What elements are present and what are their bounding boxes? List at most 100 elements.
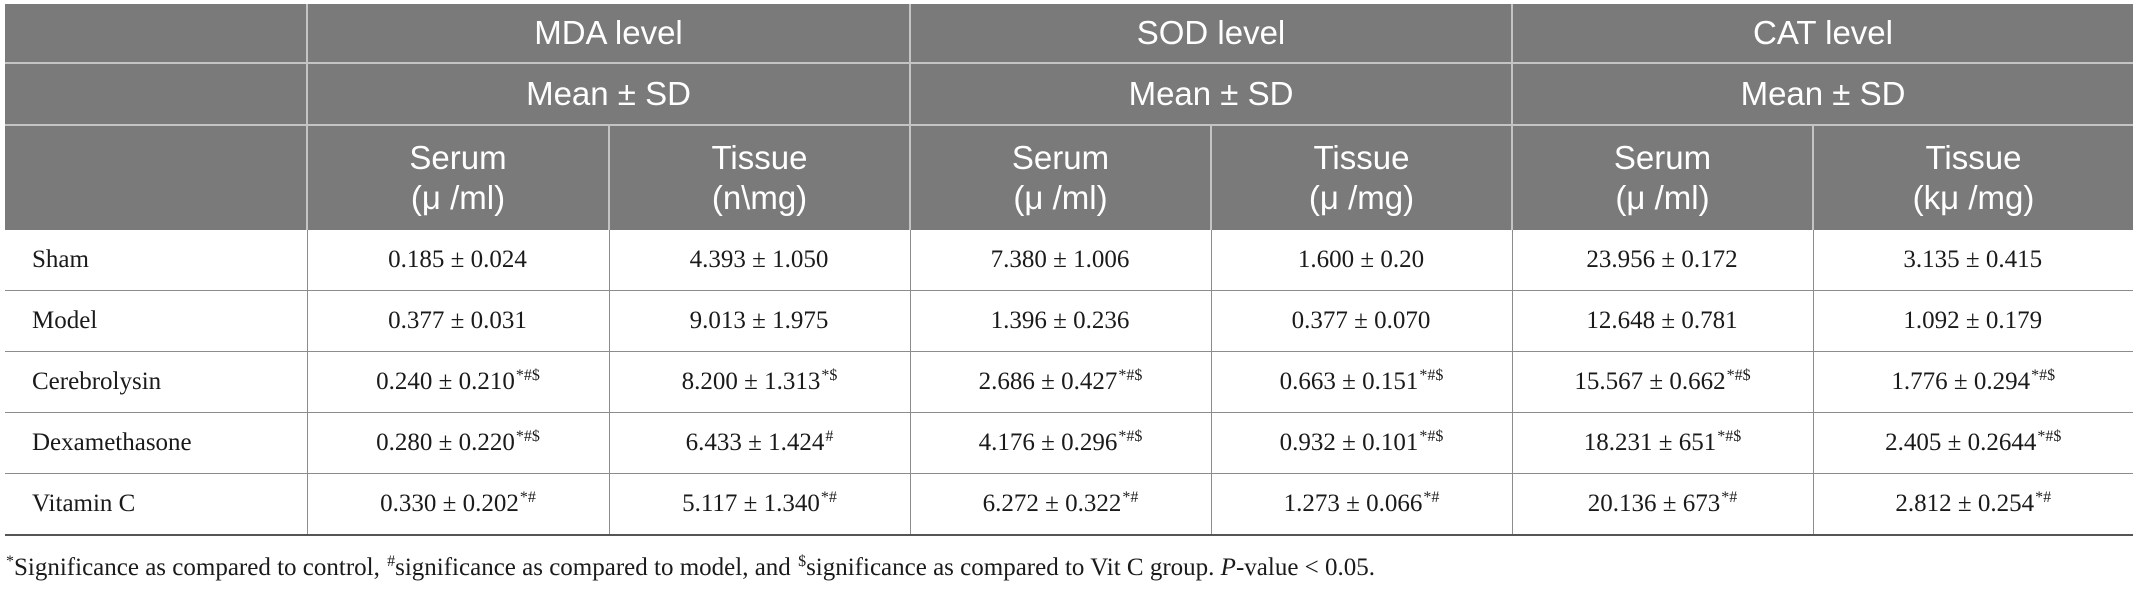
value-cell: 18.231 ± 651*#$ <box>1511 412 1813 474</box>
significance-marks: *# <box>2035 489 2052 506</box>
column-header: Serum (μ /ml) <box>306 125 609 230</box>
corner-cell <box>5 125 307 230</box>
cell-value: 23.956 ± 0.172 <box>1586 246 1738 273</box>
significance-marks: *# <box>1721 489 1738 506</box>
cell-value: 1.092 ± 0.179 <box>1903 307 2043 334</box>
value-cell: 4.393 ± 1.050 <box>608 230 910 291</box>
value-cell: 1.600 ± 0.20 <box>1210 230 1512 291</box>
value-cell: 1.776 ± 0.294*#$ <box>1812 351 2133 413</box>
cell-value: 20.136 ± 673 <box>1587 490 1721 517</box>
column-unit: (μ /ml) <box>1013 179 1108 216</box>
cell-value: 2.686 ± 0.427 <box>978 368 1118 395</box>
value-cell: 0.185 ± 0.024 <box>306 230 609 291</box>
cell-value: 7.380 ± 1.006 <box>990 246 1130 273</box>
value-cell: 6.433 ± 1.424# <box>608 412 910 474</box>
value-cell: 15.567 ± 0.662*#$ <box>1511 351 1813 413</box>
data-table: MDA level SOD level CAT level Mean ± SD … <box>5 4 2133 536</box>
value-cell: 7.380 ± 1.006 <box>909 230 1211 291</box>
value-cell: 12.648 ± 0.781 <box>1511 290 1813 352</box>
cell-value: 0.932 ± 0.101 <box>1279 429 1419 456</box>
footnote-p: P <box>1220 554 1236 581</box>
corner-cell <box>5 63 307 126</box>
column-name: Tissue <box>1925 139 2022 176</box>
footnote-text: Significance as compared to control, <box>14 554 387 581</box>
cell-value: 1.396 ± 0.236 <box>990 307 1130 334</box>
value-cell: 0.663 ± 0.151*#$ <box>1210 351 1512 413</box>
significance-marks: *#$ <box>2031 367 2056 384</box>
significance-marks: *#$ <box>1419 367 1444 384</box>
table-row: Cerebrolysin 0.240 ± 0.210*#$ 8.200 ± 1.31… <box>5 351 2133 413</box>
value-cell: 20.136 ± 673*# <box>1511 473 1813 536</box>
value-cell: 5.117 ± 1.340*# <box>608 473 910 536</box>
significance-marks: *#$ <box>1118 367 1143 384</box>
row-label: Cerebrolysin <box>5 351 307 413</box>
value-cell: 3.135 ± 0.415 <box>1812 230 2133 291</box>
cell-value: 12.648 ± 0.781 <box>1586 307 1738 334</box>
value-cell: 2.405 ± 0.2644*#$ <box>1812 412 2133 474</box>
significance-marks: # <box>825 428 834 445</box>
header-row-columns: Serum (μ /ml) Tissue (n\mg) Serum (μ /ml) T… <box>5 125 2133 230</box>
cell-value: 0.663 ± 0.151 <box>1279 368 1419 395</box>
footnote-marker: # <box>387 553 396 570</box>
cell-value: 2.812 ± 0.254 <box>1895 490 2035 517</box>
header-row-stat: Mean ± SD Mean ± SD Mean ± SD <box>5 63 2133 126</box>
group-header-cat: CAT level <box>1511 4 2133 64</box>
value-cell: 0.377 ± 0.070 <box>1210 290 1512 352</box>
value-cell: 0.377 ± 0.031 <box>306 290 609 352</box>
significance-marks: *#$ <box>1118 428 1143 445</box>
cell-value: 3.135 ± 0.415 <box>1903 246 2043 273</box>
column-name: Tissue <box>711 139 808 176</box>
cell-value: 0.280 ± 0.220 <box>376 429 515 456</box>
value-cell: 9.013 ± 1.975 <box>608 290 910 352</box>
value-cell: 1.396 ± 0.236 <box>909 290 1211 352</box>
table-row: Model 0.377 ± 0.031 9.013 ± 1.975 1.396 ± 0… <box>5 290 2133 352</box>
column-header: Tissue (kμ /mg) <box>1812 125 2133 230</box>
significance-marks: *# <box>820 489 837 506</box>
value-cell: 1.273 ± 0.066*# <box>1210 473 1512 536</box>
cell-value: 18.231 ± 651 <box>1583 429 1717 456</box>
stat-header-mda: Mean ± SD <box>306 63 910 126</box>
cell-value: 8.200 ± 1.313 <box>681 368 821 395</box>
column-header: Tissue (μ /mg) <box>1210 125 1512 230</box>
row-label: Sham <box>5 230 307 291</box>
value-cell: 23.956 ± 0.172 <box>1511 230 1813 291</box>
group-header-sod: SOD level <box>909 4 1512 64</box>
column-unit: (kμ /mg) <box>1912 179 2035 216</box>
stat-header-cat: Mean ± SD <box>1511 63 2133 126</box>
column-header: Tissue (n\mg) <box>608 125 910 230</box>
column-name: Tissue <box>1313 139 1410 176</box>
header-row-groups: MDA level SOD level CAT level <box>5 4 2133 64</box>
value-cell: 2.812 ± 0.254*# <box>1812 473 2133 536</box>
significance-marks: *$ <box>821 367 838 384</box>
value-cell: 4.176 ± 0.296*#$ <box>909 412 1211 474</box>
cell-value: 4.393 ± 1.050 <box>689 246 829 273</box>
footnote-marker: $ <box>798 553 807 570</box>
footnote-text: significance as compared to Vit C group. <box>806 554 1221 581</box>
column-name: Serum <box>1011 139 1110 176</box>
significance-marks: *#$ <box>2037 428 2062 445</box>
cell-value: 0.240 ± 0.210 <box>376 368 515 395</box>
significance-marks: *#$ <box>515 367 540 384</box>
significance-marks: *#$ <box>1726 367 1751 384</box>
value-cell: 6.272 ± 0.322*# <box>909 473 1211 536</box>
column-name: Serum <box>1613 139 1712 176</box>
column-unit: (μ /ml) <box>410 179 506 216</box>
cell-value: 5.117 ± 1.340 <box>682 490 820 517</box>
table-row: Dexamethasone 0.280 ± 0.220*#$ 6.433 ± 1.4… <box>5 412 2133 474</box>
significance-marks: *#$ <box>1717 428 1742 445</box>
corner-cell <box>5 4 307 64</box>
group-header-mda: MDA level <box>306 4 910 64</box>
cell-value: 6.433 ± 1.424 <box>685 429 825 456</box>
value-cell: 0.932 ± 0.101*#$ <box>1210 412 1512 474</box>
cell-value: 0.185 ± 0.024 <box>388 246 527 273</box>
significance-marks: *# <box>519 489 536 506</box>
row-label: Dexamethasone <box>5 412 307 474</box>
column-header: Serum (μ /ml) <box>1511 125 1813 230</box>
footnote-text: -value < 0.05. <box>1235 554 1376 581</box>
column-header: Serum (μ /ml) <box>909 125 1211 230</box>
significance-marks: *#$ <box>515 428 540 445</box>
cell-value: 2.405 ± 0.2644 <box>1885 429 2037 456</box>
cell-value: 1.273 ± 0.066 <box>1283 490 1423 517</box>
table-row: Vitamin C 0.330 ± 0.202*# 5.117 ± 1.340*# 6… <box>5 473 2133 536</box>
cell-value: 1.600 ± 0.20 <box>1297 246 1425 273</box>
